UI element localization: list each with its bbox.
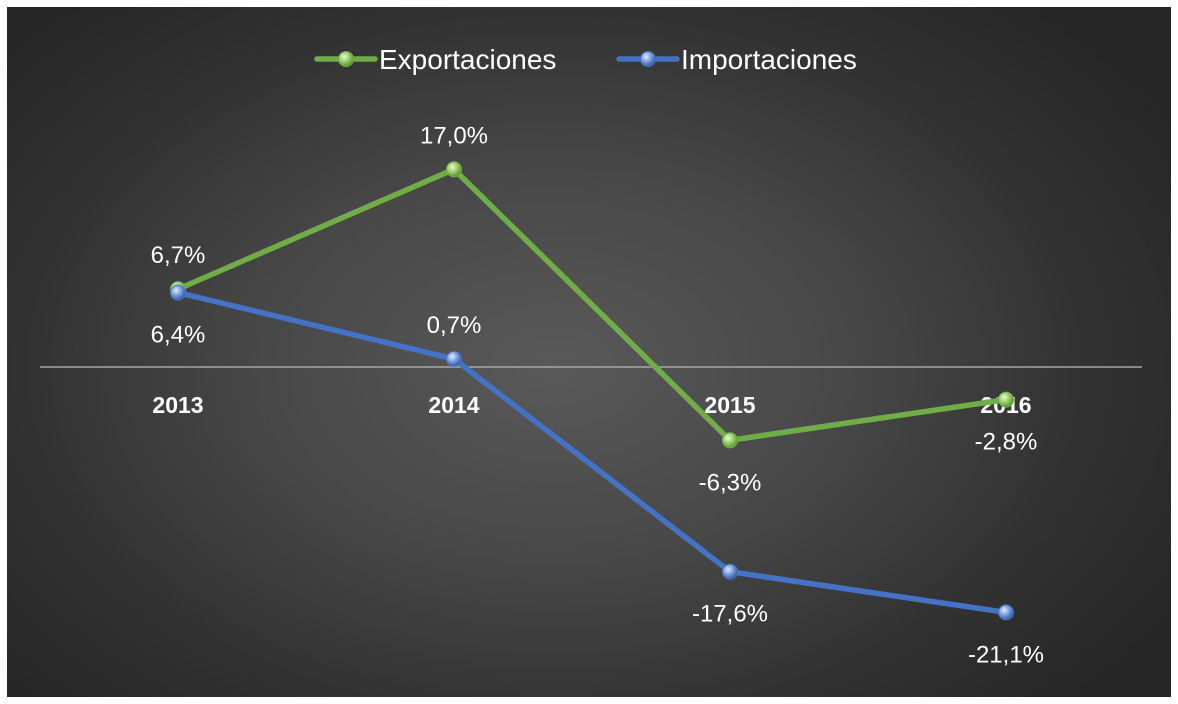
data-point (722, 563, 738, 580)
data-label: -21,1% (968, 641, 1044, 668)
data-label: 0,7% (427, 312, 482, 339)
legend: Exportaciones Importaciones (314, 44, 857, 75)
data-point (446, 350, 462, 367)
series-line (175, 166, 1009, 444)
legend-label: Importaciones (681, 44, 857, 75)
x-axis: 2013201420152016 (40, 366, 1142, 418)
series-line (175, 289, 1009, 616)
data-point (998, 604, 1014, 621)
data-label: 6,7% (151, 242, 206, 269)
data-label: 17,0% (420, 122, 488, 149)
data-label: -17,6% (692, 601, 768, 628)
x-tick-label: 2014 (428, 392, 479, 418)
legend-marker-icon (338, 51, 354, 67)
data-label: 6,4% (151, 322, 206, 349)
legend-item: Importaciones (616, 44, 857, 75)
legend-label: Exportaciones (379, 44, 556, 75)
x-tick-label: 2013 (152, 392, 203, 418)
legend-marker-icon (640, 51, 656, 67)
x-tick-label: 2015 (704, 392, 755, 418)
series-importaciones (170, 284, 1014, 621)
series-layer (170, 161, 1014, 621)
data-point (170, 284, 186, 301)
data-point (446, 161, 462, 178)
series-exportaciones (170, 161, 1014, 449)
data-labels: 6,7% 17,0% -6,3% -2,8% 6,4% 0,7% -17,6% -21,1% (151, 122, 1044, 668)
data-label: -6,3% (699, 469, 762, 496)
data-label: -2,8% (975, 429, 1038, 456)
data-point (998, 391, 1014, 408)
data-point (722, 432, 738, 449)
legend-item: Exportaciones (314, 44, 556, 75)
